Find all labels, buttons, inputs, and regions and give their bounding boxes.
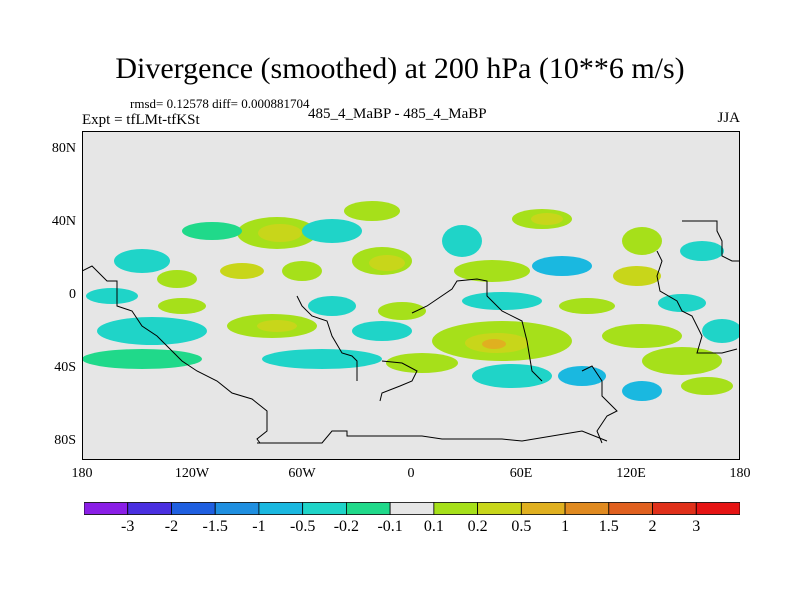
lon-tick: 0 bbox=[407, 466, 415, 481]
lat-tick: 80S bbox=[54, 433, 76, 448]
lat-tick: 80N bbox=[51, 141, 76, 156]
contour-blob bbox=[114, 249, 170, 273]
colorbar-label: -3 bbox=[121, 518, 135, 535]
contour-blob bbox=[258, 224, 302, 242]
contour-blob bbox=[454, 260, 530, 282]
divergence-contours bbox=[82, 201, 740, 401]
lon-tick: 120W bbox=[174, 466, 210, 481]
lon-tick: 120E bbox=[616, 466, 646, 481]
colorbar-label: 0.5 bbox=[511, 518, 532, 535]
colorbar-label: 2 bbox=[648, 518, 657, 535]
colorbar-label: 3 bbox=[692, 518, 701, 535]
colorbar-box bbox=[608, 502, 653, 515]
colorbar-box bbox=[389, 502, 435, 515]
plot-title: Divergence (smoothed) at 200 hPa (10**6 … bbox=[115, 52, 685, 85]
contour-blob bbox=[472, 364, 552, 388]
colorbar-box bbox=[302, 502, 347, 515]
contour-blob bbox=[352, 321, 412, 341]
colorbar-label: -0.2 bbox=[333, 518, 360, 535]
coastline-madagascar bbox=[379, 360, 418, 402]
contour-blob bbox=[532, 256, 592, 276]
contour-blob bbox=[257, 320, 297, 332]
contour-blob bbox=[97, 317, 207, 345]
contour-blob bbox=[182, 222, 242, 240]
contour-blob bbox=[680, 241, 724, 261]
contour-blob bbox=[282, 261, 322, 281]
contour-blob bbox=[531, 213, 563, 225]
colorbar-label: -1 bbox=[252, 518, 266, 535]
colorbar-label: 0.2 bbox=[467, 518, 488, 535]
colorbar-box bbox=[695, 502, 740, 515]
lat-tick: 40S bbox=[54, 360, 76, 375]
coastline-americas bbox=[82, 265, 268, 444]
colorbar-label: -1.5 bbox=[202, 518, 228, 535]
colorbar-box bbox=[477, 502, 522, 515]
contour-blob bbox=[622, 227, 662, 255]
colorbar-box bbox=[171, 502, 216, 515]
coastline-africa bbox=[411, 278, 543, 382]
map-frame bbox=[82, 131, 740, 460]
contour-blob bbox=[642, 347, 722, 375]
colorbar-box bbox=[84, 502, 129, 515]
contour-blob bbox=[482, 339, 506, 349]
lat-tick: 0 bbox=[69, 287, 76, 302]
lon-tick: 60E bbox=[509, 466, 533, 481]
contour-blob bbox=[386, 353, 458, 373]
colorbar-box bbox=[214, 502, 260, 515]
contour-blob bbox=[158, 298, 206, 314]
contour-blob bbox=[622, 381, 662, 401]
contour-blob bbox=[220, 263, 264, 279]
experiment-label: Expt = tfLMt-tfKSt bbox=[82, 112, 200, 128]
colorbar-label: -2 bbox=[164, 518, 179, 535]
contour-blob bbox=[559, 298, 615, 314]
coastline-asia-east bbox=[682, 220, 740, 262]
contour-blob bbox=[308, 296, 356, 316]
colorbar-label: 0.1 bbox=[423, 518, 444, 535]
coastline-australia bbox=[581, 365, 618, 444]
contour-blob bbox=[344, 201, 400, 221]
colorbar bbox=[84, 502, 740, 515]
colorbar-box bbox=[258, 502, 304, 515]
contour-blob bbox=[86, 288, 138, 304]
colorbar-box bbox=[345, 502, 391, 515]
colorbar-label: 1.5 bbox=[598, 518, 619, 535]
map-background bbox=[82, 131, 740, 460]
contour-blob bbox=[82, 349, 202, 369]
contour-blob bbox=[302, 219, 362, 243]
colorbar-box bbox=[520, 502, 566, 515]
contour-blob bbox=[262, 349, 382, 369]
colorbar-box bbox=[652, 502, 697, 515]
contour-blob bbox=[681, 377, 733, 395]
contour-blob bbox=[462, 292, 542, 310]
colorbar-box bbox=[433, 502, 478, 515]
lat-tick: 40N bbox=[51, 214, 76, 229]
colorbar-label: -0.5 bbox=[289, 518, 316, 535]
contour-blob bbox=[442, 225, 482, 257]
season-label: JJA bbox=[717, 110, 740, 126]
colorbar-label: 1 bbox=[561, 518, 570, 535]
contour-blob bbox=[613, 266, 661, 286]
colorbar-label: -0.1 bbox=[377, 518, 403, 535]
contour-blob bbox=[702, 319, 740, 343]
coastlines bbox=[82, 220, 740, 444]
contour-blob bbox=[378, 302, 426, 320]
contour-blob bbox=[558, 366, 606, 386]
lon-tick: 180 bbox=[71, 466, 93, 481]
rmsd-stats: rmsd= 0.12578 diff= 0.000881704 bbox=[130, 96, 310, 111]
divergence-map bbox=[82, 131, 740, 460]
contour-blob bbox=[157, 270, 197, 288]
coastline-pacific-east bbox=[656, 250, 738, 354]
contour-blob bbox=[369, 255, 405, 271]
coastline-south-america bbox=[296, 295, 358, 381]
lon-tick: 60W bbox=[288, 466, 316, 481]
case-label: 485_4_MaBP - 485_4_MaBP bbox=[308, 106, 487, 122]
coastline-antarctica bbox=[257, 430, 608, 444]
colorbar-box bbox=[127, 502, 172, 515]
lon-tick: 180 bbox=[729, 466, 751, 481]
contour-blob bbox=[658, 294, 706, 312]
contour-blob bbox=[602, 324, 682, 348]
colorbar-box bbox=[564, 502, 610, 515]
